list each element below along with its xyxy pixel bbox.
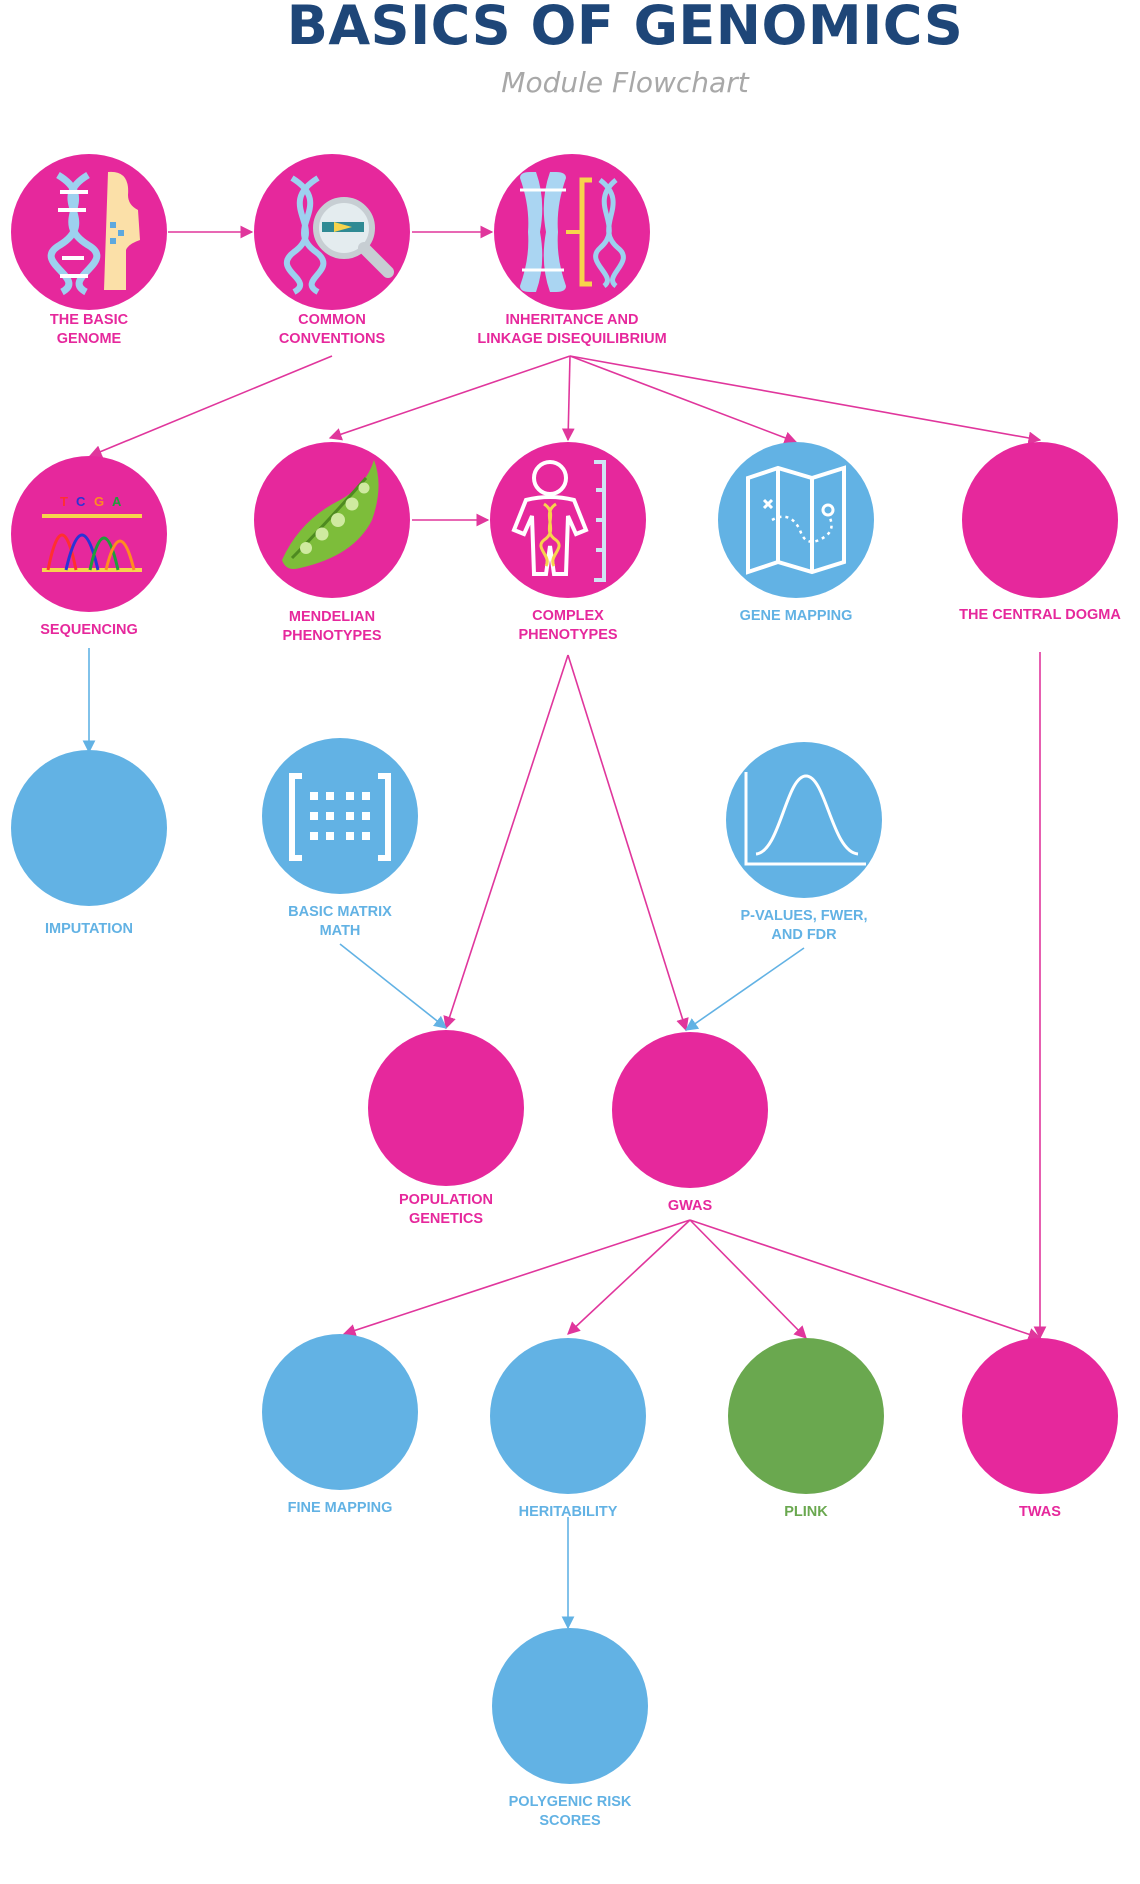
node-central-dogma[interactable]: THE CENTRAL DOGMA (959, 442, 1121, 623)
node-inheritance[interactable]: INHERITANCE AND LINKAGE DISEQUILIBRIUM (477, 154, 667, 347)
node-label: MENDELIAN (289, 609, 375, 625)
page-title: BASICS OF GENOMICS (286, 0, 964, 57)
node-label: INHERITANCE AND (506, 312, 639, 328)
edge-inheritance-to-central-dogma (569, 355, 1042, 445)
node-plink[interactable]: PLINK (728, 1338, 884, 1520)
node-label: BASIC MATRIX (288, 904, 392, 920)
dna-body-icon (47, 171, 140, 296)
map-icon (746, 465, 846, 575)
node-label: COMPLEX (532, 608, 604, 624)
node-circle (262, 1334, 418, 1490)
node-circle (262, 738, 418, 894)
node-label: POPULATION (399, 1192, 493, 1208)
sequencing-trace-icon: T C G A (42, 494, 142, 572)
bell-curve-icon (744, 772, 866, 866)
node-label: GENOME (57, 331, 122, 347)
edge-conventions-to-sequencing (88, 355, 333, 458)
node-label: TWAS (1019, 1504, 1061, 1520)
node-label: CONVENTIONS (279, 331, 386, 347)
node-circle (492, 1628, 648, 1784)
page-subtitle: Module Flowchart (501, 66, 749, 99)
node-twas[interactable]: TWAS (962, 1338, 1118, 1520)
svg-text:A: A (112, 494, 122, 509)
node-circle (726, 742, 882, 898)
node-label: P-VALUES, FWER, (740, 908, 867, 924)
node-gwas[interactable]: GWAS (612, 1032, 768, 1214)
edge-complex-to-gwas (567, 654, 689, 1032)
node-common-conventions[interactable]: COMMON CONVENTIONS (254, 154, 410, 347)
matrix-icon (289, 773, 391, 861)
edge-gwas-to-fine-mapping (342, 1219, 691, 1337)
edge-complex-to-population-genetics (443, 654, 569, 1030)
svg-text:G: G (94, 494, 104, 509)
node-label: POLYGENIC RISK (509, 1794, 632, 1810)
node-label: COMMON (298, 312, 366, 328)
node-gene-mapping[interactable]: GENE MAPPING (718, 442, 874, 624)
svg-text:C: C (76, 494, 86, 509)
pea-pod-icon (282, 460, 379, 569)
svg-text:T: T (60, 494, 68, 509)
node-pvalues[interactable]: P-VALUES, FWER, AND FDR (726, 742, 882, 943)
node-fine-mapping[interactable]: FINE MAPPING (262, 1334, 418, 1516)
node-label: THE CENTRAL DOGMA (959, 607, 1121, 623)
person-dna-icon (511, 460, 606, 582)
edge-inheritance-to-mendelian (328, 355, 571, 441)
node-label: GENE MAPPING (740, 608, 853, 624)
node-label: IMPUTATION (45, 921, 133, 937)
node-circle (728, 1338, 884, 1494)
node-circle (718, 442, 874, 598)
node-label: HERITABILITY (519, 1504, 618, 1520)
node-label: SCORES (539, 1813, 601, 1829)
node-basic-genome[interactable]: THE BASIC GENOME (11, 154, 167, 347)
node-sequencing[interactable]: T C G A SEQUENCING (11, 456, 167, 638)
edge-inheritance-to-gene-mapping (569, 355, 798, 444)
node-label: MATH (320, 923, 361, 939)
node-imputation[interactable]: IMPUTATION (11, 750, 167, 937)
edge-pvalues-to-gwas (684, 947, 805, 1031)
node-label: SEQUENCING (40, 622, 138, 638)
node-label: AND FDR (771, 927, 837, 943)
node-circle (11, 456, 167, 612)
node-complex[interactable]: COMPLEX PHENOTYPES (490, 442, 646, 643)
edge-gwas-to-twas (689, 1219, 1042, 1341)
node-mendelian[interactable]: MENDELIAN PHENOTYPES (254, 442, 410, 644)
node-label: PHENOTYPES (282, 628, 381, 644)
edge-matrix-to-population-genetics (339, 943, 448, 1029)
node-circle (612, 1032, 768, 1188)
node-label: FINE MAPPING (288, 1500, 393, 1516)
edge-inheritance-to-complex (561, 355, 575, 442)
node-circle (490, 1338, 646, 1494)
edge-gwas-to-plink (689, 1219, 807, 1339)
edge-gwas-to-heritability (567, 1219, 691, 1335)
chromosome-dna-icon (520, 172, 626, 292)
node-heritability[interactable]: HERITABILITY (490, 1338, 646, 1520)
node-prs[interactable]: POLYGENIC RISK SCORES (492, 1628, 648, 1829)
node-label: PLINK (784, 1504, 828, 1520)
dna-magnifier-icon (284, 175, 394, 295)
node-label: LINKAGE DISEQUILIBRIUM (477, 331, 666, 347)
node-population-genetics[interactable]: POPULATION GENETICS (368, 1030, 524, 1227)
node-label: THE BASIC (50, 312, 129, 328)
node-circle (962, 442, 1118, 598)
node-label: PHENOTYPES (518, 627, 617, 643)
node-circle (11, 750, 167, 906)
edges (82, 225, 1047, 1630)
node-circle (962, 1338, 1118, 1494)
node-circle (368, 1030, 524, 1186)
node-label: GWAS (668, 1198, 713, 1214)
node-matrix-math[interactable]: BASIC MATRIX MATH (262, 738, 418, 939)
node-label: GENETICS (409, 1211, 483, 1227)
